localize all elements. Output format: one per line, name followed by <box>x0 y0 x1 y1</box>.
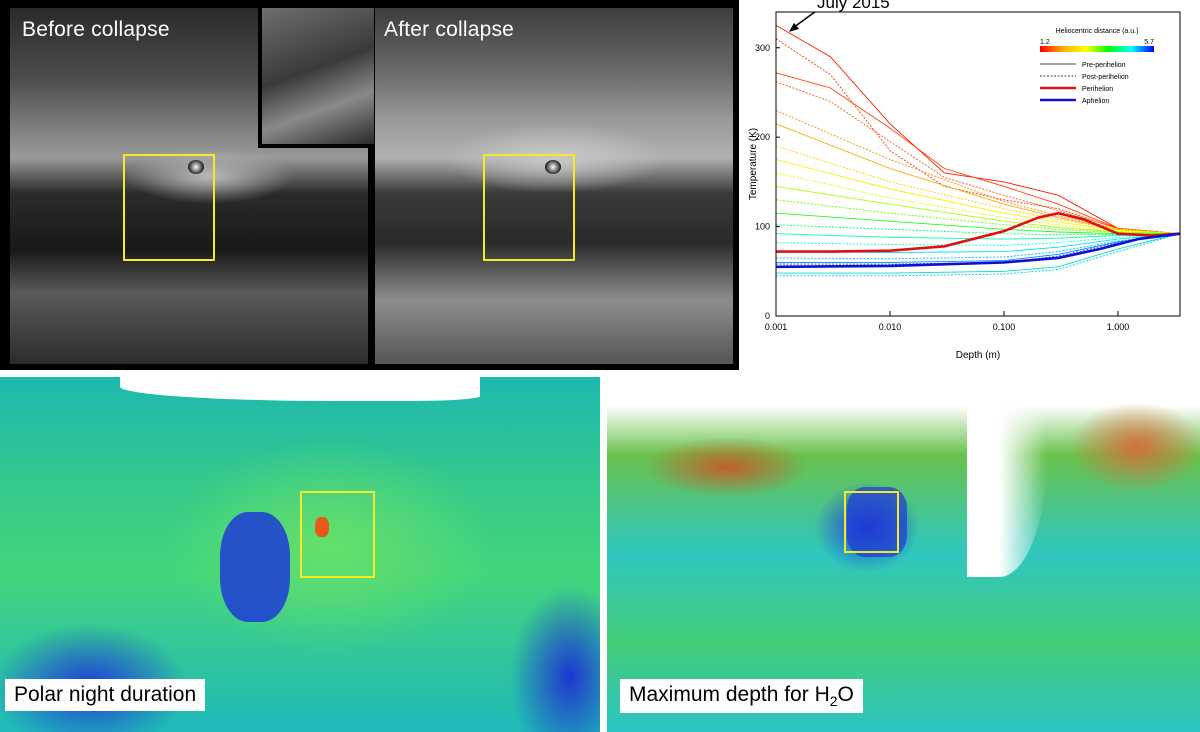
y-tick-label: 100 <box>755 222 770 232</box>
x-tick-label: 0.010 <box>879 322 902 332</box>
highlight-box-after <box>483 154 575 261</box>
map-right-neck-gap <box>967 377 1047 577</box>
annotation-arrowhead <box>788 22 799 32</box>
y-tick-label: 0 <box>765 311 770 321</box>
map-left-sky <box>120 377 480 401</box>
series-line-pre-3 <box>775 123 1181 235</box>
chart-legend: Heliocentric distance (a.u.) 1.2 5.7 Pre… <box>1040 28 1154 105</box>
max-depth-h2o-label: Maximum depth for H2O <box>620 679 863 714</box>
legend-entry-post-perihelion: Post-perihelion <box>1082 74 1129 81</box>
series-line-aphelion <box>775 232 1181 269</box>
series-line-pre-1 <box>775 25 1181 235</box>
series-line-post-4 <box>775 145 1181 235</box>
y-axis-label: Temperature (K) <box>748 128 759 200</box>
polar-night-duration-map: Polar night duration <box>0 377 600 732</box>
y-tick-label: 200 <box>755 132 770 142</box>
colorbar <box>1040 46 1154 52</box>
zoom-inset-photo <box>258 4 378 148</box>
before-collapse-label: Before collapse <box>22 18 170 41</box>
highlight-box-max-depth <box>844 491 899 553</box>
colorbar-max-label: 5.7 <box>1144 39 1154 46</box>
series-line-post-8 <box>775 233 1181 246</box>
x-tick-label: 0.100 <box>993 322 1016 332</box>
annotation-text: July 2015 <box>817 0 890 12</box>
series-line-post-11 <box>776 233 1181 277</box>
boulder-after <box>545 160 561 174</box>
legend-title: Heliocentric distance (a.u.) <box>1056 28 1139 35</box>
legend-entry-pre-perihelion: Pre-perihelion <box>1082 62 1126 69</box>
highlight-box-polar-night <box>300 491 375 578</box>
max-depth-h2o-map: Maximum depth for H2O <box>607 377 1200 732</box>
max-depth-label-tail: O <box>837 683 854 706</box>
series-line-pre-8 <box>775 233 1181 253</box>
series-line-post-5 <box>775 172 1181 235</box>
after-collapse-label: After collapse <box>384 18 515 41</box>
series-line-post-1 <box>775 38 1181 235</box>
legend-entry-perihelion: Perihelion <box>1082 86 1113 93</box>
series-line-post-9 <box>775 233 1181 260</box>
temperature-depth-chart: 0 100 200 300 0.001 0.010 0.100 1.000 Temperatu… <box>748 0 1181 361</box>
x-tick-label: 0.001 <box>765 322 788 332</box>
x-axis-label: Depth (m) <box>956 350 1000 361</box>
july-2015-annotation: July 2015 <box>788 0 890 32</box>
polar-night-duration-label: Polar night duration <box>5 679 206 711</box>
highlight-box-before <box>123 154 215 261</box>
series-line-post-3 <box>775 109 1181 235</box>
series-line-perihelion <box>776 211 1181 253</box>
after-collapse-photo: After collapse <box>375 8 733 364</box>
series-line-post-7 <box>775 224 1181 236</box>
colorbar-min-label: 1.2 <box>1040 39 1050 46</box>
boulder-before <box>188 160 204 174</box>
series-line-pre-5 <box>775 185 1181 235</box>
map-left-hotspot <box>315 517 329 537</box>
series-line-pre-2 <box>775 72 1181 235</box>
legend-entry-aphelion: Aphelion <box>1082 98 1109 105</box>
y-tick-label: 300 <box>755 43 770 53</box>
photo-comparison-panel: Before collapse After collapse <box>0 0 739 370</box>
plot-frame <box>775 11 1181 317</box>
max-depth-label-subscript: 2 <box>829 693 838 710</box>
map-left-blue-region <box>220 512 290 622</box>
series-line-pre-4 <box>775 159 1181 235</box>
series-line-post-2 <box>775 81 1181 235</box>
max-depth-label-main: Maximum depth for H <box>629 683 830 706</box>
x-tick-label: 1.000 <box>1107 322 1130 332</box>
annotation-arrow <box>792 11 816 29</box>
series-line-pre-10 <box>776 233 1181 274</box>
temperature-depth-chart-panel: 0 100 200 300 0.001 0.010 0.100 1.000 Temperatu… <box>742 0 1200 370</box>
